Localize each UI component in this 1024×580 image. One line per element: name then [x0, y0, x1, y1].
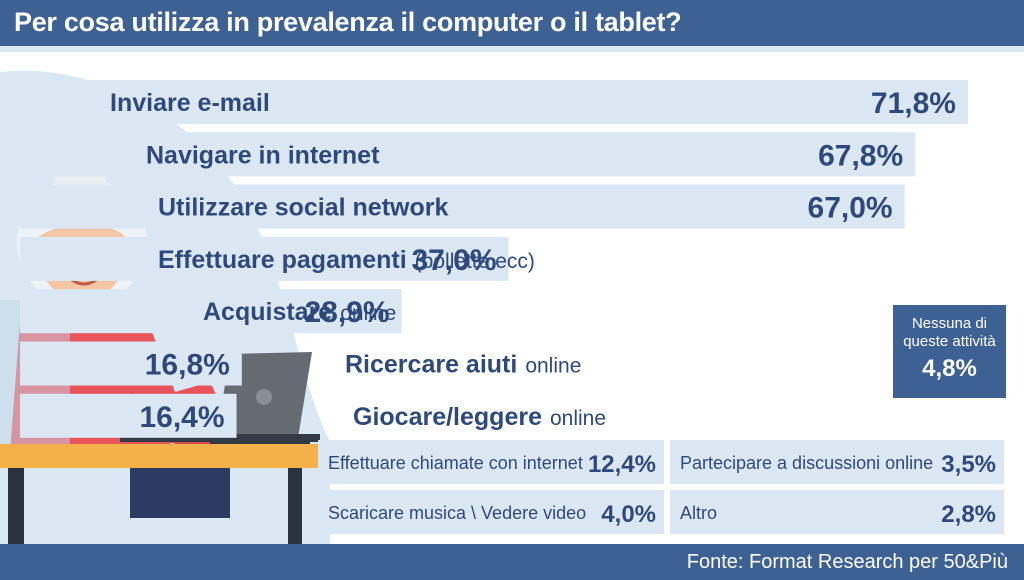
bar-label: Inviare e-mail: [110, 89, 270, 117]
bar-label: Giocare/leggere online: [353, 403, 606, 431]
none-activity-box: Nessuna di queste attività 4,8%: [893, 305, 1006, 398]
bar-value-label: 28,9%: [304, 296, 389, 329]
title-bar: Per cosa utilizza in prevalenza il compu…: [0, 0, 1024, 46]
bar: [20, 289, 402, 334]
bar-value-label: 67,0%: [808, 192, 893, 225]
bar: [20, 132, 916, 177]
none-activity-label: Nessuna di queste attività: [903, 315, 996, 350]
bar-label: Ricercare aiuti online: [345, 351, 581, 379]
bar-label: Navigare in internet: [146, 141, 380, 169]
bar: [20, 184, 905, 229]
footer-bar: Fonte: Format Research per 50&Più: [0, 544, 1024, 580]
small-item-label: Partecipare a discussioni online: [680, 453, 933, 473]
small-item-box: [318, 490, 664, 534]
small-item-box: [670, 490, 1004, 534]
chart-title: Per cosa utilizza in prevalenza il compu…: [14, 7, 682, 37]
small-item-label: Scaricare musica \ Vedere video: [328, 503, 586, 523]
main-bars: Inviare e-mail 71,8% Navigare in internet 6…: [20, 80, 968, 438]
source-note: Fonte: Format Research per 50&Più: [686, 551, 1008, 573]
bar: [20, 393, 237, 438]
small-item-value: 4,0%: [601, 501, 656, 528]
bar: [20, 80, 968, 124]
small-item-value: 3,5%: [941, 451, 996, 478]
bar: [20, 236, 509, 281]
bar-label: Utilizzare social network: [158, 194, 448, 222]
small-item-value: 2,8%: [941, 501, 996, 528]
bar-value-label: 67,8%: [818, 139, 903, 172]
bar-value-label: 37,0%: [411, 244, 496, 277]
small-items: Effettuare chiamate con internet 12,4% Par…: [318, 440, 1004, 534]
none-activity-value: 4,8%: [922, 355, 977, 382]
small-item-box: [318, 440, 664, 484]
bar-label: Acquistare online: [203, 298, 396, 326]
bar-value-label: 16,4%: [139, 401, 224, 434]
small-item-box: [670, 440, 1004, 484]
bar: [20, 341, 242, 386]
header-divider: [0, 46, 1024, 52]
small-item-label: Altro: [680, 503, 717, 523]
bar-value-label: 16,8%: [145, 349, 230, 382]
small-item-value: 12,4%: [588, 451, 656, 478]
small-item-label: Effettuare chiamate con internet: [328, 453, 583, 473]
bar-label: Effettuare pagamenti (bollette ecc): [158, 246, 535, 274]
bar-value-label: 71,8%: [871, 87, 956, 120]
